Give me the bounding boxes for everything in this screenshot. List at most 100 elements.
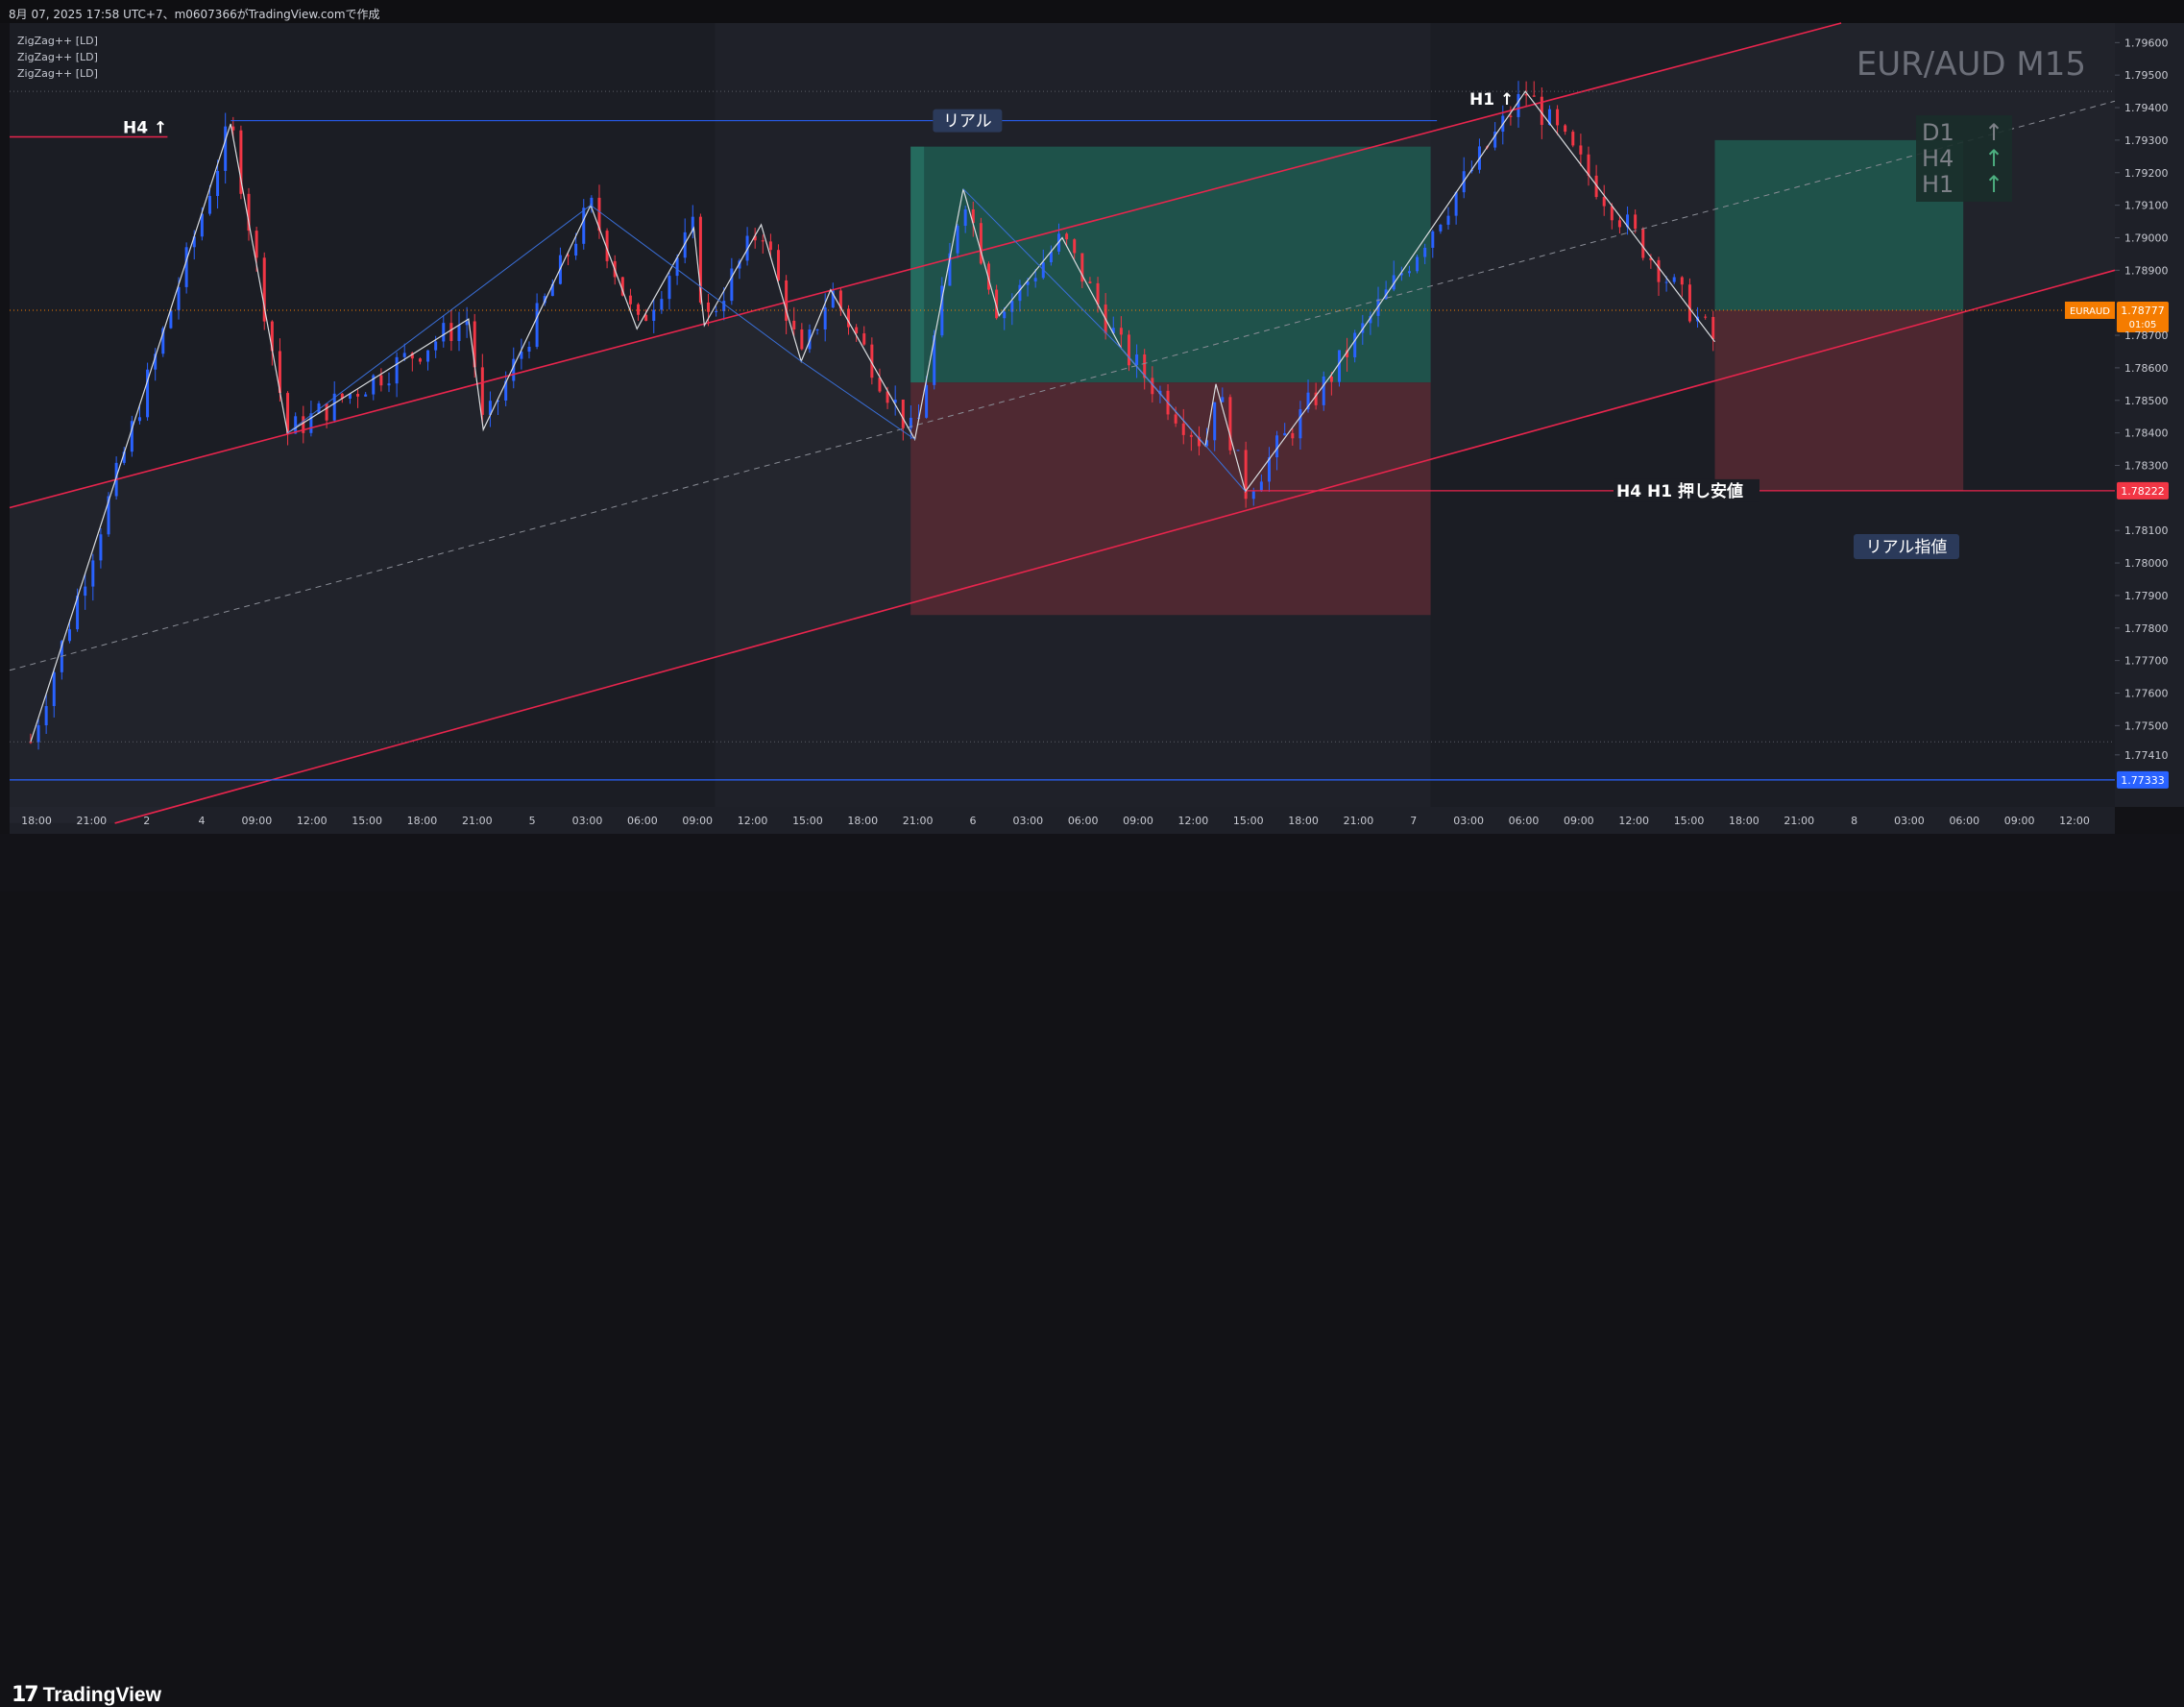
price-tick-label: 1.77900	[2124, 590, 2169, 602]
time-tick-label: 15:00	[1233, 815, 1264, 827]
candle	[1259, 481, 1263, 492]
candle	[1346, 350, 1349, 357]
indicator-zigzag-3[interactable]: ZigZag++ [LD]	[17, 67, 98, 80]
candle	[1026, 280, 1030, 285]
snapshot-info: 8月 07, 2025 17:58 UTC+7、m0607366がTrading…	[9, 8, 380, 21]
candle	[1454, 192, 1458, 216]
candle	[707, 302, 711, 312]
candle	[738, 260, 741, 269]
price-tick-label: 1.79500	[2124, 69, 2169, 82]
time-tick-label: 03:00	[1012, 815, 1043, 827]
candle	[1181, 423, 1185, 435]
candle	[535, 303, 539, 348]
candle	[52, 671, 56, 707]
candle	[224, 126, 228, 171]
candle	[99, 534, 103, 561]
candle	[325, 403, 328, 421]
time-tick-label: 12:00	[2059, 815, 2090, 827]
candle	[675, 257, 679, 277]
candle	[605, 231, 609, 261]
candle	[909, 417, 912, 428]
time-tick-label: 12:00	[1178, 815, 1209, 827]
candle	[1158, 390, 1162, 395]
price-tick-label: 1.79600	[2124, 37, 2169, 49]
price-tick-label: 1.79000	[2124, 232, 2169, 244]
candle	[317, 403, 321, 414]
candle	[815, 329, 819, 330]
candle	[722, 301, 726, 311]
indicator-zigzag-2[interactable]: ZigZag++ [LD]	[17, 51, 98, 63]
candle	[1337, 350, 1341, 382]
time-tick-label: 18:00	[847, 815, 878, 827]
candle	[395, 356, 399, 384]
candle	[122, 451, 126, 463]
candle	[262, 257, 266, 322]
candle	[497, 400, 500, 402]
candle	[1143, 354, 1147, 378]
candle	[231, 126, 235, 131]
candle	[800, 329, 804, 350]
candle	[255, 231, 258, 258]
candle	[247, 193, 251, 232]
candle	[979, 223, 983, 264]
candle	[1236, 450, 1240, 451]
candle	[294, 416, 298, 434]
h4-up-label: H4 ↑	[123, 119, 167, 138]
time-tick-label: 18:00	[21, 815, 52, 827]
candle	[402, 353, 406, 357]
candle	[356, 394, 360, 397]
push-low-label: H4 H1 押し安値	[1616, 481, 1743, 501]
candle	[543, 296, 546, 304]
candle	[302, 416, 305, 433]
price-tag-symbol-text: EURAUD	[2070, 306, 2110, 317]
time-tick-label: 12:00	[297, 815, 328, 827]
candle	[1634, 214, 1638, 230]
candle	[161, 328, 165, 354]
candle	[457, 325, 461, 341]
candle	[1672, 277, 1676, 282]
candle	[715, 310, 718, 312]
price-tick-label: 1.78300	[2124, 459, 2169, 472]
mtf-table-tf: H1	[1922, 171, 1953, 198]
mtf-table-direction: ↑	[1984, 119, 2003, 146]
candle	[1532, 95, 1536, 97]
price-tag	[2117, 770, 2169, 789]
time-axis[interactable]	[10, 807, 2115, 834]
indicator-zigzag-1[interactable]: ZigZag++ [LD]	[17, 35, 98, 47]
candle	[855, 327, 859, 334]
candle	[84, 586, 87, 597]
price-tick-label: 1.77500	[2124, 719, 2169, 732]
mtf-table-direction: ↑	[1984, 145, 2003, 172]
time-tick-label: 18:00	[1729, 815, 1759, 827]
price-axis[interactable]	[2115, 23, 2184, 807]
time-tick-label: 09:00	[242, 815, 273, 827]
candle	[637, 304, 641, 315]
candle	[434, 341, 438, 351]
mtf-table-direction: ↑	[1984, 171, 2003, 198]
candle	[1571, 132, 1575, 146]
candle	[1610, 206, 1614, 221]
indicator-legend: ZigZag++ [LD] ZigZag++ [LD] ZigZag++ [LD…	[17, 33, 98, 82]
candle	[520, 352, 523, 359]
price-tick-label: 1.78000	[2124, 557, 2169, 570]
candle	[1127, 334, 1130, 366]
candle	[1602, 197, 1606, 207]
time-tick-label: 21:00	[1784, 815, 1814, 827]
candle	[785, 280, 789, 321]
zigzag-higher-tf-line	[287, 204, 915, 440]
price-tick-label: 1.79100	[2124, 200, 2169, 212]
price-tick-label: 1.79200	[2124, 167, 2169, 180]
candle	[823, 307, 827, 329]
candle	[1547, 109, 1551, 126]
candle	[940, 285, 944, 336]
candle	[146, 369, 150, 418]
candle	[986, 263, 990, 290]
tradingview-logo[interactable]: 17 TradingView	[12, 1683, 161, 1707]
candle	[1314, 392, 1318, 405]
candle	[200, 213, 204, 237]
price-tick-label: 1.79400	[2124, 102, 2169, 114]
time-tick-label: 4	[199, 815, 206, 827]
candle	[107, 496, 110, 535]
candle	[76, 596, 80, 630]
